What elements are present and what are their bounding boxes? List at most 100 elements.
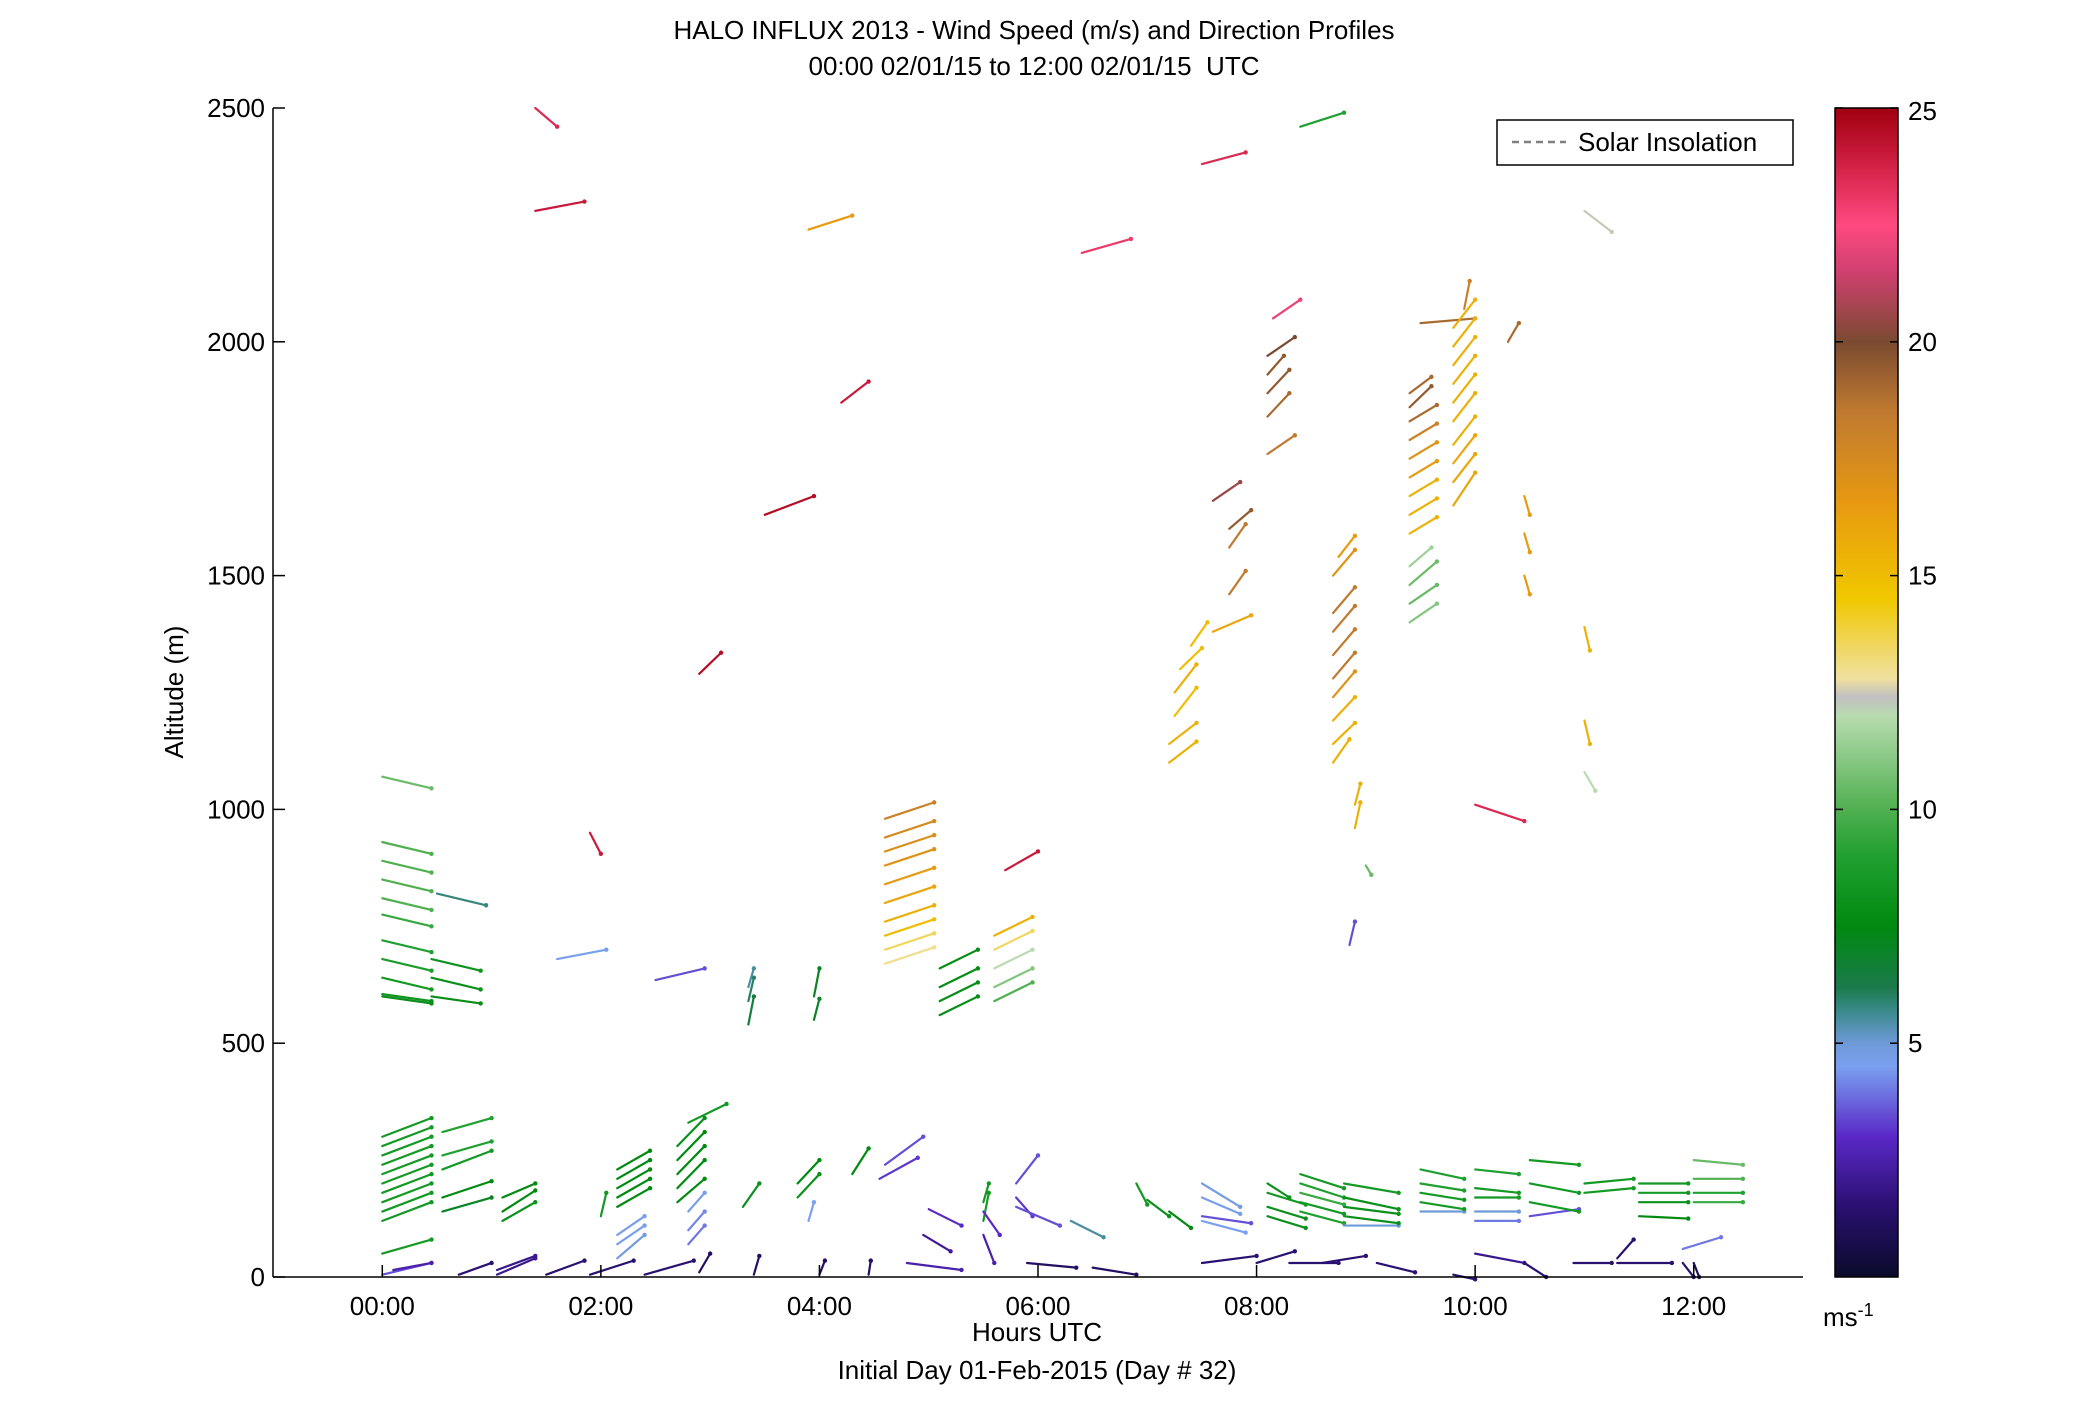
wind-vector-head — [997, 1232, 1002, 1238]
wind-vector-head — [429, 949, 434, 955]
wind-vector-shaft — [1200, 151, 1247, 166]
wind-vector-shaft — [867, 1259, 872, 1276]
wind-vector — [676, 1115, 707, 1148]
wind-vector — [982, 1233, 997, 1266]
wind-vector-shaft — [938, 981, 979, 1003]
wind-vector-head — [1303, 1216, 1308, 1221]
wind-vector-shaft — [1474, 1187, 1520, 1194]
wind-vector-shaft — [1452, 373, 1477, 404]
wind-vector-shaft — [616, 1187, 652, 1208]
wind-vector-head — [1145, 1202, 1150, 1207]
wind-vector — [616, 1232, 647, 1260]
wind-vector — [1523, 495, 1532, 518]
wind-vector-head — [429, 1115, 434, 1121]
wind-vector-shaft — [676, 1144, 706, 1176]
wind-vector-shaft — [807, 1201, 816, 1222]
wind-vector-head — [1292, 433, 1298, 438]
wind-vector — [1200, 1182, 1243, 1210]
wind-vector-shaft — [1523, 532, 1531, 554]
wind-vector-shaft — [1692, 1158, 1744, 1166]
wind-vector-head — [811, 1199, 817, 1205]
wind-vector — [1266, 391, 1292, 418]
wind-vector — [883, 884, 937, 905]
wind-vector-head — [1281, 353, 1287, 359]
wind-vector-head — [647, 1185, 653, 1191]
wind-vector-head — [986, 1190, 992, 1196]
wind-vector-shaft — [1452, 415, 1477, 446]
wind-vector-shaft — [927, 1208, 963, 1227]
wind-vector-head — [1248, 1221, 1254, 1226]
wind-vector — [1408, 601, 1440, 624]
wind-vector-head — [702, 1115, 707, 1121]
wind-vector — [1583, 719, 1593, 747]
wind-vector-head — [992, 1260, 997, 1266]
wind-vector — [1692, 1158, 1746, 1167]
wind-vector-head — [1248, 507, 1254, 513]
wind-vector-shaft — [381, 1126, 433, 1148]
wind-vector-shaft — [381, 897, 433, 912]
wind-vector-shaft — [381, 913, 433, 928]
wind-vector-shaft — [616, 1158, 652, 1180]
wind-vector-shaft — [1299, 1210, 1346, 1225]
wind-vector-shaft — [501, 1201, 537, 1222]
wind-vector-shaft — [441, 1116, 493, 1134]
wind-vector — [1266, 1215, 1308, 1231]
wind-vector — [441, 1178, 494, 1199]
x-tick-label: 00:00 — [350, 1291, 415, 1321]
wind-vector-shaft — [1331, 628, 1357, 657]
wind-vector-shaft — [1342, 1215, 1400, 1225]
wind-vector-shaft — [1015, 1205, 1061, 1227]
wind-vector-head — [931, 832, 937, 838]
wind-vector-head — [1341, 110, 1347, 115]
wind-vector-head — [429, 1260, 434, 1266]
wind-vector-head — [1030, 980, 1035, 985]
wind-vector — [1228, 568, 1248, 596]
wind-vector — [1342, 1182, 1401, 1196]
wind-vector-shaft — [616, 1233, 646, 1260]
colorbar-tick-label: 20 — [1908, 327, 1937, 357]
wind-vector — [796, 1171, 822, 1199]
wind-vector — [1342, 1205, 1401, 1217]
wind-vector — [616, 1176, 653, 1199]
wind-vector-shaft — [883, 801, 936, 820]
wind-vector — [993, 914, 1035, 937]
wind-vector-head — [478, 968, 483, 973]
wind-vector — [1452, 433, 1478, 465]
wind-vector-shaft — [1146, 1198, 1171, 1218]
wind-vector-shaft — [883, 1135, 925, 1166]
wind-vector-head — [489, 1178, 494, 1184]
wind-vector — [938, 966, 981, 989]
wind-vector-shaft — [1331, 651, 1357, 680]
wind-vector-shaft — [495, 1257, 537, 1276]
wind-vector — [1331, 737, 1352, 764]
wind-vector — [1452, 334, 1478, 367]
wind-vector-head — [1341, 1202, 1347, 1207]
wind-vector — [1228, 521, 1248, 549]
wind-vector — [1321, 1253, 1369, 1265]
wind-vector-shaft — [1299, 1173, 1346, 1190]
wind-vector-head — [582, 1258, 587, 1263]
wind-vector — [381, 775, 434, 791]
wind-vector-head — [1462, 1197, 1467, 1203]
wind-vector-head — [702, 1157, 707, 1163]
wind-vector — [501, 1199, 538, 1222]
wind-vector-head — [1254, 1253, 1259, 1259]
wind-vector-shaft — [1419, 317, 1477, 325]
wind-vector-head — [817, 966, 822, 971]
wind-vector-head — [429, 987, 434, 992]
wind-vector — [1452, 372, 1478, 404]
wind-vector — [430, 995, 483, 1006]
wind-vector — [1692, 1199, 1746, 1205]
wind-vector — [381, 841, 434, 857]
wind-vector — [1200, 1253, 1259, 1265]
wind-vector-head — [751, 966, 757, 971]
wind-vector — [1342, 1215, 1401, 1226]
wind-vector — [1692, 1190, 1746, 1196]
colorbar-tick-label: 25 — [1908, 96, 1937, 126]
wind-vector-head — [642, 1214, 647, 1219]
wind-vector-shaft — [1348, 920, 1357, 947]
wind-vector-shaft — [1299, 1191, 1346, 1206]
wind-vector-head — [429, 1181, 434, 1186]
wind-vector — [883, 846, 937, 867]
wind-vector — [938, 980, 981, 1003]
